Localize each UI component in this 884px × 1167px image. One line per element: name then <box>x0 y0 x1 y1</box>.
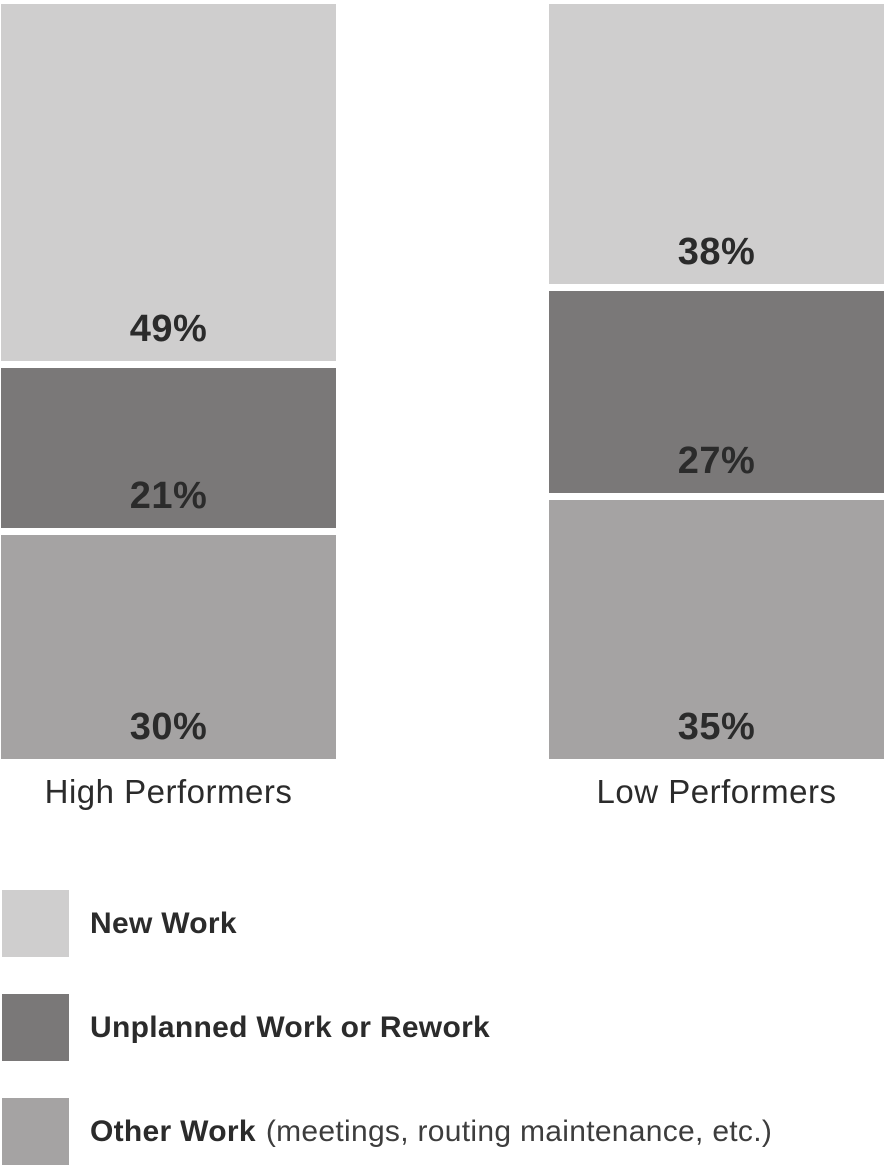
legend-label-other-work: Other Work <box>90 1114 256 1148</box>
legend-note-other-work: (meetings, routing maintenance, etc.) <box>265 1114 773 1148</box>
value-label-other-work-low: 35% <box>677 706 756 749</box>
value-label-unplanned-work-high: 21% <box>129 475 208 518</box>
segment-other-work-high: 30% <box>1 535 336 759</box>
value-label-unplanned-work-low: 27% <box>677 440 756 483</box>
legend-label-new-work: New Work <box>90 906 237 940</box>
legend-item-unplanned-work: Unplanned Work or Rework <box>2 994 490 1061</box>
legend-swatch-new-work <box>2 890 69 957</box>
legend-item-new-work: New Work <box>2 890 237 957</box>
bar-low-performers: 38% 27% 35% <box>549 4 884 760</box>
segment-new-work-low: 38% <box>549 4 884 284</box>
segment-new-work-high: 49% <box>1 4 336 361</box>
legend-label-unplanned-work: Unplanned Work or Rework <box>90 1010 491 1044</box>
bar-high-performers: 49% 21% 30% <box>1 4 336 759</box>
category-label-low-performers: Low Performers <box>596 773 837 810</box>
legend-swatch-other-work <box>2 1098 69 1165</box>
value-label-new-work-high: 49% <box>129 307 208 350</box>
category-label-high-performers: High Performers <box>44 773 293 810</box>
value-label-new-work-low: 38% <box>677 230 756 273</box>
segment-other-work-low: 35% <box>549 500 884 760</box>
segment-unplanned-work-high: 21% <box>1 367 336 529</box>
legend-item-other-work: Other Work (meetings, routing maintenanc… <box>2 1098 772 1165</box>
value-label-other-work-high: 30% <box>129 706 208 748</box>
legend-swatch-unplanned-work <box>2 994 69 1061</box>
stacked-bar-plot: 49% 21% 30% 38% 27% 35% High Performers … <box>1 4 884 810</box>
segment-unplanned-work-low: 27% <box>549 290 884 494</box>
